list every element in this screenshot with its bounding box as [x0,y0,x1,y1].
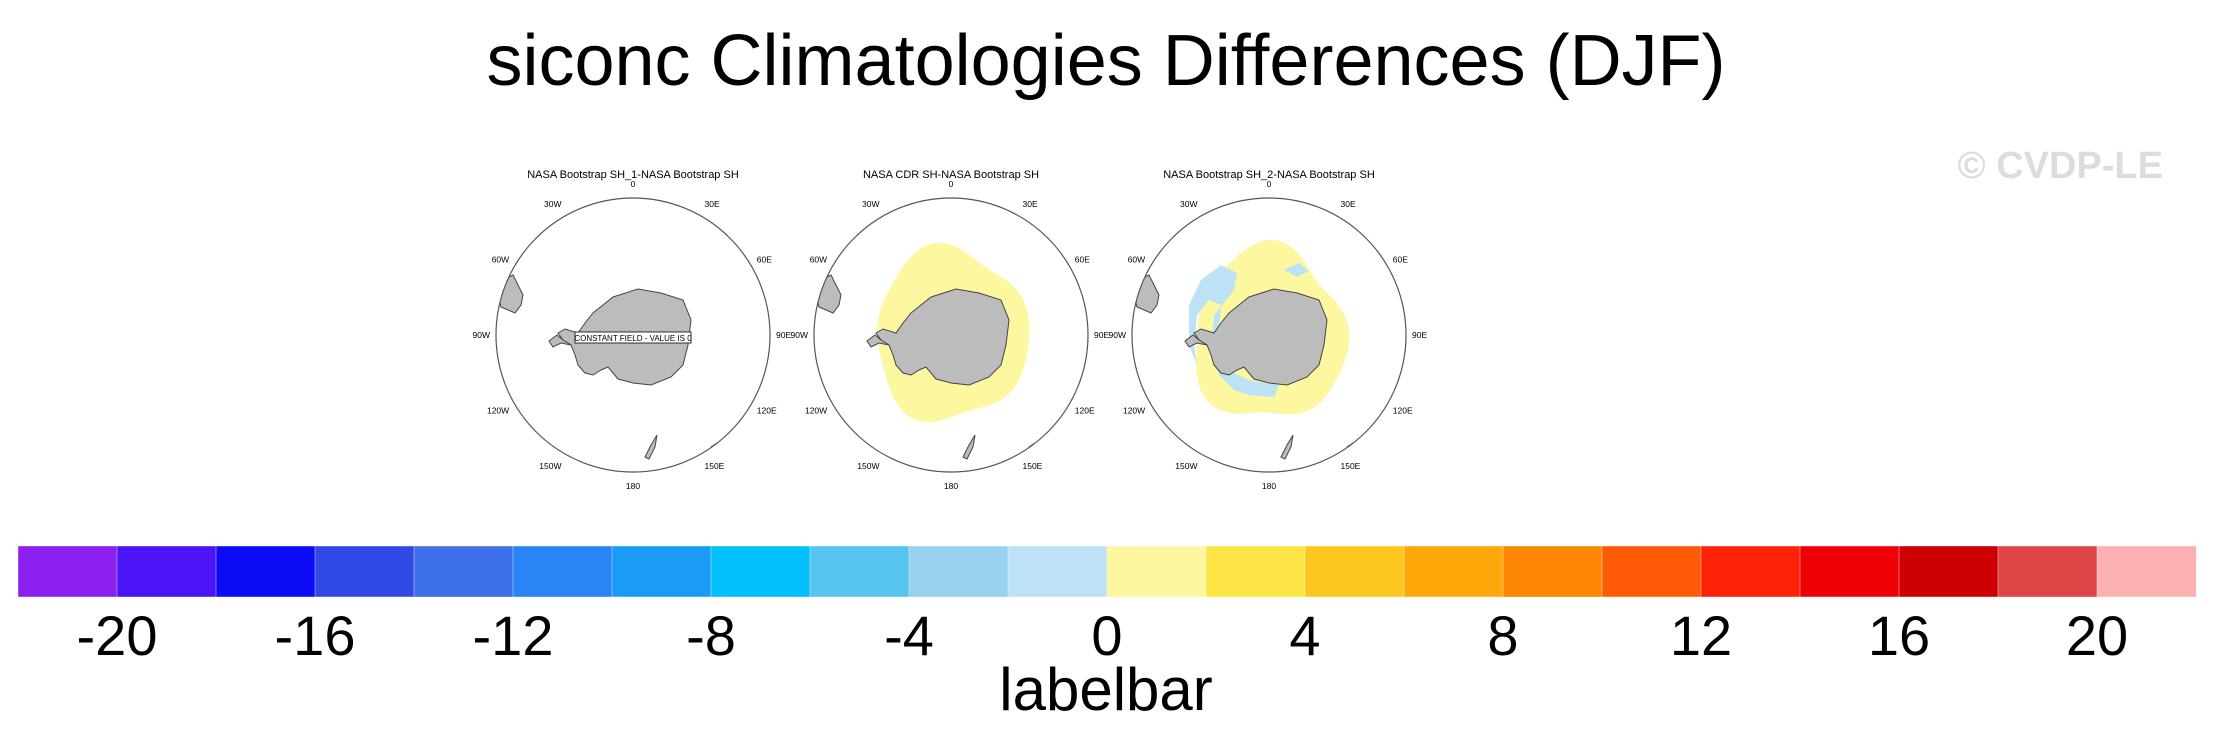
colorbar-swatch [809,545,910,598]
longitude-label: 180 [1262,481,1276,491]
longitude-label: 90E [1094,330,1109,340]
longitude-label: 150E [705,461,725,471]
colorbar-swatch [1700,545,1801,598]
longitude-label: 120E [757,406,777,416]
longitude-label: 0 [949,179,954,189]
longitude-label: 90W [791,330,808,340]
colorbar-tick-label: 12 [1670,604,1732,667]
colorbar-swatch [17,545,118,598]
longitude-label: 150E [1023,461,1043,471]
colorbar-swatch [1898,545,1999,598]
watermark: © CVDP-LE [1958,145,2163,187]
longitude-label: 120E [1075,406,1095,416]
colorbar-swatch [1007,545,1108,598]
longitude-label: 150W [857,461,879,471]
figure-title: siconc Climatologies Differences (DJF) [486,21,1725,101]
colorbar-tick-label: 4 [1289,604,1320,667]
colorbar-swatch [2096,545,2197,598]
longitude-label: 120W [1123,406,1145,416]
landmass [866,334,890,348]
longitude-label: 60E [1075,255,1090,265]
landmass [1280,434,1294,460]
colorbar-tick-label: -12 [473,604,554,667]
colorbar-swatch [512,545,613,598]
longitude-label: 30E [705,199,720,209]
longitude-label: 120W [487,406,509,416]
map-panel: NASA CDR SH-NASA Bootstrap SH0 30E 60E 90E 1… [791,169,1110,491]
longitude-label: 60E [757,255,772,265]
longitude-label: 30W [862,199,879,209]
colorbar-swatch [1799,545,1900,598]
colorbar-swatch [1601,545,1702,598]
colorbar-swatch [1403,545,1504,598]
map-boundary [1131,197,1407,473]
colorbar-swatch [116,545,217,598]
colorbar-swatch [215,545,316,598]
colorbar-swatch [1205,545,1306,598]
colorbar-swatch [1502,545,1603,598]
map-panel: NASA Bootstrap SH_2-NASA Bootstrap SH0 30… [1109,169,1428,491]
constant-field-annotation: CONSTANT FIELD - VALUE IS 0 [574,334,692,343]
landmass [548,334,572,348]
longitude-label: 90W [1109,330,1126,340]
longitude-label: 60W [492,255,509,265]
map-panel-title: NASA Bootstrap SH_2-NASA Bootstrap SH [1163,169,1375,181]
colorbar-swatch [413,545,514,598]
longitude-label: 0 [631,179,636,189]
longitude-label: 90E [1412,330,1427,340]
map-panel: NASA Bootstrap SH_1-NASA Bootstrap SH0 30… [473,169,792,491]
longitude-label: 60W [1128,255,1145,265]
landmass [644,434,658,460]
longitude-label: 0 [1267,179,1272,189]
colorbar-title: labelbar [999,656,1213,723]
map-boundary [813,197,1089,473]
colorbar-swatch [314,545,415,598]
longitude-label: 180 [944,481,958,491]
colorbar-tick-label: 8 [1487,604,1518,667]
longitude-label: 90E [776,330,791,340]
colorbar-swatch [1106,545,1207,598]
longitude-label: 30W [544,199,561,209]
longitude-label: 120E [1393,406,1413,416]
colorbar-tick-label: -4 [884,604,934,667]
colorbar-swatch [908,545,1009,598]
colorbar-tick-label: -16 [275,604,356,667]
map-panels: NASA Bootstrap SH_1-NASA Bootstrap SH030… [473,169,1428,491]
colorbar: -20 -16 -12 -8 -4 0 4 8 12 16 20 [17,545,2197,667]
longitude-label: 30E [1341,199,1356,209]
longitude-label: 30W [1180,199,1197,209]
map-panel-title: NASA CDR SH-NASA Bootstrap SH [863,169,1039,181]
colorbar-tick-label: 20 [2066,604,2128,667]
longitude-label: 150W [1175,461,1197,471]
landmass [875,288,1010,386]
longitude-label: 60E [1393,255,1408,265]
colorbar-swatch [1997,545,2098,598]
longitude-label: 150E [1341,461,1361,471]
longitude-label: 120W [805,406,827,416]
landmass [962,434,976,460]
colorbar-tick-label: -20 [77,604,158,667]
colorbar-swatch [611,545,712,598]
longitude-label: 30E [1023,199,1038,209]
longitude-label: 90W [473,330,490,340]
colorbar-swatch [1304,545,1405,598]
longitude-label: 150W [539,461,561,471]
landmass [1184,334,1208,348]
annotation-box [574,331,692,344]
longitude-label: 60W [810,255,827,265]
colorbar-swatch [710,545,811,598]
map-panel-title: NASA Bootstrap SH_1-NASA Bootstrap SH [527,169,739,181]
colorbar-tick-label: 16 [1868,604,1930,667]
longitude-label: 180 [626,481,640,491]
colorbar-tick-label: 0 [1091,604,1122,667]
map-boundary [495,197,771,473]
colorbar-tick-label: -8 [686,604,736,667]
negative-anomaly-region [1189,265,1279,397]
landmass [1193,288,1328,386]
negative-anomaly-region [1284,263,1309,277]
